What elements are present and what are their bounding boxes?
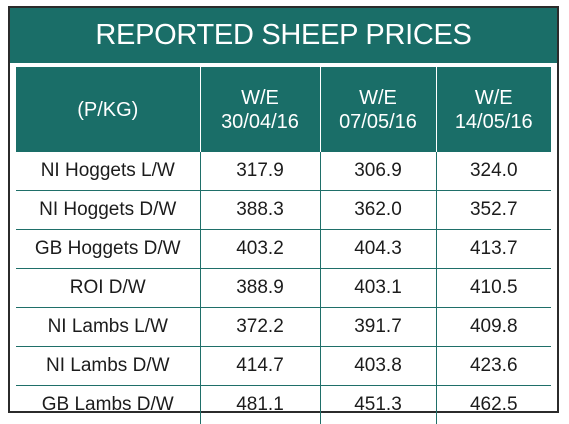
row-label: NI Lambs L/W: [16, 308, 200, 347]
price-cell: 410.5: [436, 269, 551, 308]
unit-header: (P/KG): [16, 67, 200, 152]
row-label: GB Hoggets D/W: [16, 230, 200, 269]
price-cell: 409.8: [436, 308, 551, 347]
week-header: W/E 30/04/16: [200, 67, 320, 152]
price-cell: 388.3: [200, 191, 320, 230]
table-title: REPORTED SHEEP PRICES: [10, 8, 557, 63]
price-cell: 462.5: [436, 386, 551, 424]
price-table-panel: REPORTED SHEEP PRICES (P/KG) W/E 30/04/1…: [8, 6, 559, 413]
table-row: NI Hoggets D/W 388.3 362.0 352.7: [16, 191, 551, 230]
week-header: W/E 07/05/16: [320, 67, 436, 152]
week-header-date: 30/04/16: [201, 110, 320, 134]
price-cell: 324.0: [436, 152, 551, 191]
price-cell: 362.0: [320, 191, 436, 230]
week-header-prefix: W/E: [321, 86, 436, 110]
week-header: W/E 14/05/16: [436, 67, 551, 152]
week-header-date: 07/05/16: [321, 110, 436, 134]
table-row: GB Hoggets D/W 403.2 404.3 413.7: [16, 230, 551, 269]
week-header-prefix: W/E: [201, 86, 320, 110]
price-cell: 352.7: [436, 191, 551, 230]
price-cell: 372.2: [200, 308, 320, 347]
table-row: NI Lambs L/W 372.2 391.7 409.8: [16, 308, 551, 347]
price-cell: 414.7: [200, 347, 320, 386]
table-row: NI Hoggets L/W 317.9 306.9 324.0: [16, 152, 551, 191]
price-cell: 404.3: [320, 230, 436, 269]
row-label: NI Hoggets L/W: [16, 152, 200, 191]
price-cell: 423.6: [436, 347, 551, 386]
table-row: NI Lambs D/W 414.7 403.8 423.6: [16, 347, 551, 386]
price-cell: 451.3: [320, 386, 436, 424]
sheep-prices-table: (P/KG) W/E 30/04/16 W/E 07/05/16 W/E 14/…: [16, 67, 551, 424]
row-label: GB Lambs D/W: [16, 386, 200, 424]
price-cell: 317.9: [200, 152, 320, 191]
price-cell: 391.7: [320, 308, 436, 347]
week-header-date: 14/05/16: [437, 110, 552, 134]
price-cell: 403.8: [320, 347, 436, 386]
price-cell: 403.1: [320, 269, 436, 308]
price-cell: 403.2: [200, 230, 320, 269]
price-cell: 413.7: [436, 230, 551, 269]
price-cell: 306.9: [320, 152, 436, 191]
price-cell: 388.9: [200, 269, 320, 308]
row-label: NI Lambs D/W: [16, 347, 200, 386]
row-label: NI Hoggets D/W: [16, 191, 200, 230]
week-header-prefix: W/E: [437, 86, 552, 110]
row-label: ROI D/W: [16, 269, 200, 308]
price-cell: 481.1: [200, 386, 320, 424]
table-row: GB Lambs D/W 481.1 451.3 462.5: [16, 386, 551, 424]
header-row: (P/KG) W/E 30/04/16 W/E 07/05/16 W/E 14/…: [16, 67, 551, 152]
table-row: ROI D/W 388.9 403.1 410.5: [16, 269, 551, 308]
